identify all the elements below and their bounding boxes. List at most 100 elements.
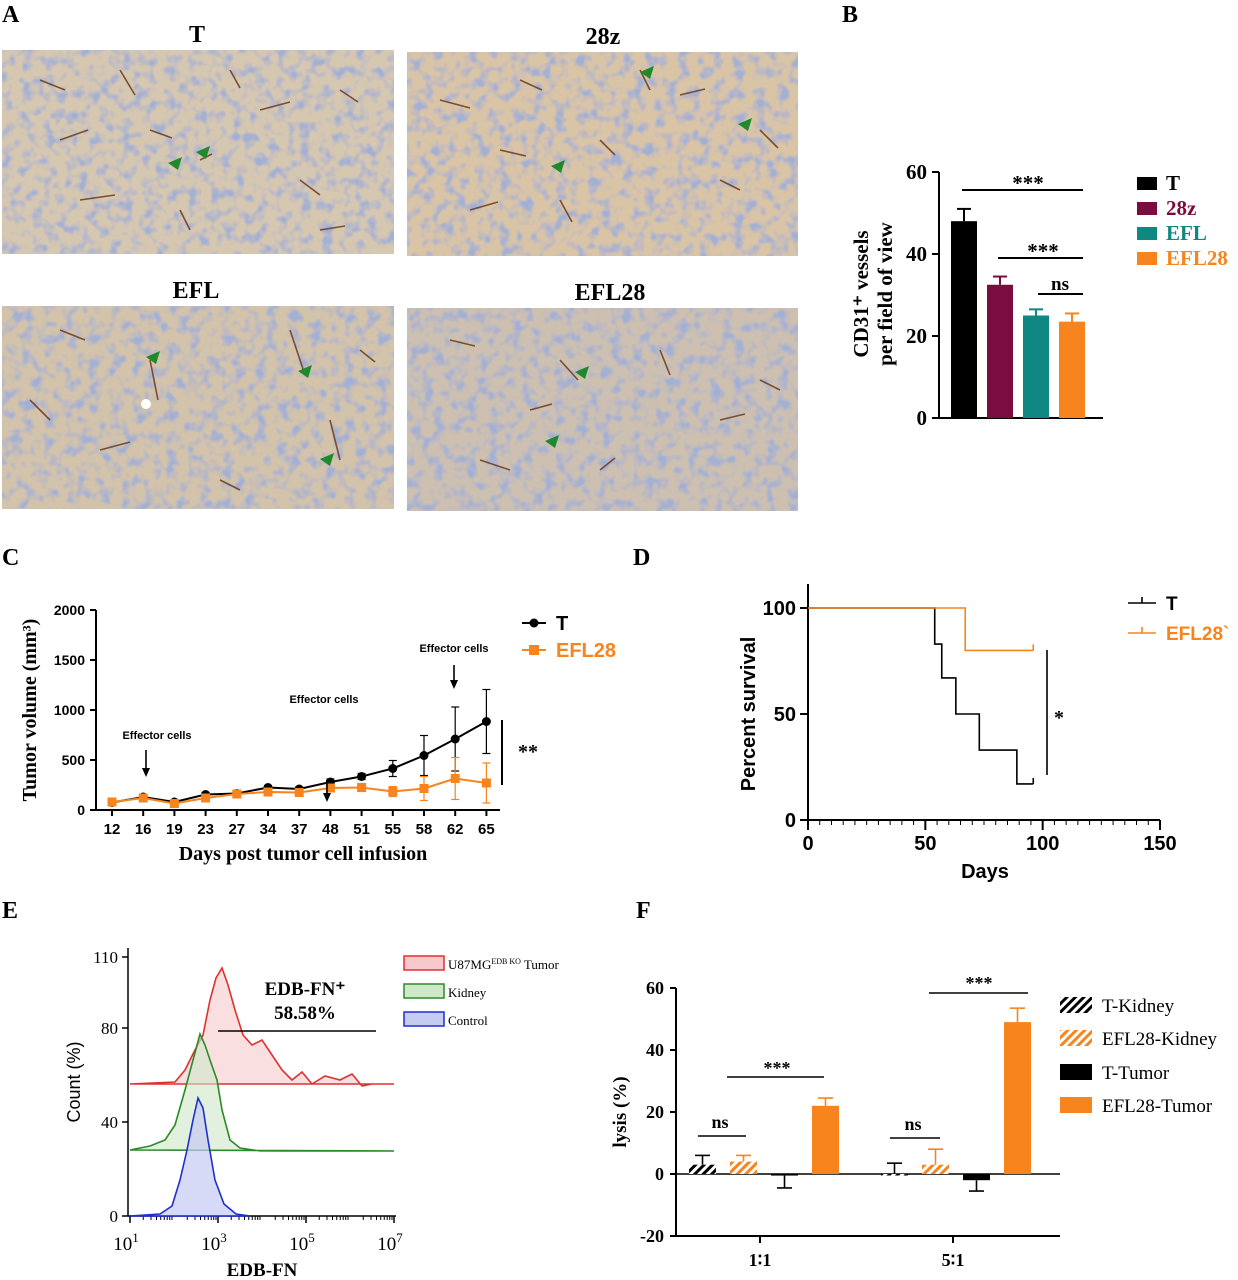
point-t xyxy=(450,734,460,744)
y-tick-label: 2000 xyxy=(54,602,85,618)
x-tick-base: 10 xyxy=(113,1234,132,1255)
y-axis-label-c: Tumor volume (mm³) xyxy=(19,619,41,802)
vessel-stains xyxy=(449,339,781,471)
significance-label: *** xyxy=(1027,239,1059,263)
y-tick-label: 40 xyxy=(101,1113,118,1132)
y-tick-label: 0 xyxy=(785,810,796,832)
vessel-arrow-marker xyxy=(738,118,752,131)
vessel-arrow-marker xyxy=(196,146,210,159)
vessel-stains xyxy=(29,329,376,491)
significance-f: ns *** ns *** xyxy=(698,973,1028,1139)
y-tick-label: 60 xyxy=(646,978,664,998)
bars-b xyxy=(951,207,1085,418)
x-tick-label: 23 xyxy=(197,821,214,838)
bar-t-kidney xyxy=(881,1174,908,1176)
legend-label-28z: 28z xyxy=(1166,196,1196,220)
x-tick-label: 27 xyxy=(228,821,245,838)
legend-label-tumor: U87MGEDB KO Tumor xyxy=(448,957,560,972)
y-tick-label: 500 xyxy=(62,752,86,768)
x-tick-label: 16 xyxy=(135,821,152,838)
x-ticks-c: 12 16 19 23 27 34 37 48 51 55 58 62 65 xyxy=(104,810,495,838)
histology-image-efl28: EFL28 xyxy=(407,280,798,511)
x-tick-base: 10 xyxy=(377,1234,396,1255)
bars-f xyxy=(689,1007,1031,1192)
x-tick-label: 55 xyxy=(384,821,401,838)
y-axis-label-e: Count (%) xyxy=(64,1041,84,1122)
point-efl28 xyxy=(107,797,117,807)
x-tick-exponent: 3 xyxy=(220,1230,227,1245)
effector-arrowhead xyxy=(450,680,458,689)
panel-f: F lysis (%) -20 0 20 40 60 1∶1 5∶1 ns *** ns … xyxy=(610,898,1218,1270)
image-title-efl28: EFL28 xyxy=(575,280,646,306)
point-efl28 xyxy=(450,774,460,783)
legend-label-t-kidney: T-Kidney xyxy=(1102,996,1175,1017)
histology-image-t: T xyxy=(2,22,394,254)
effector-annotations: Effector cells Effector cells Effector c… xyxy=(122,643,489,802)
x-tick-exponent: 7 xyxy=(396,1230,403,1245)
point-efl28 xyxy=(325,783,335,793)
bar-efl xyxy=(1023,315,1049,418)
panel-label-d: D xyxy=(633,545,650,571)
x-axis-label-d: Days xyxy=(961,861,1009,883)
legend-label-efl28-tumor: EFL28-Tumor xyxy=(1102,1096,1213,1117)
x-ticks-d: 0 50 100 150 xyxy=(802,820,1177,855)
x-tick-exponent: 5 xyxy=(308,1230,315,1245)
x-tick-label: 12 xyxy=(104,821,121,838)
legend-swatch-control xyxy=(403,1011,445,1027)
legend-swatch-efl28 xyxy=(1137,252,1157,265)
bar-efl28-tumor xyxy=(812,1105,839,1174)
legend-label-control: Control xyxy=(448,1013,488,1028)
x-tick-label: 105 xyxy=(289,1230,315,1255)
gate-label: EDB-FN⁺ xyxy=(265,979,346,1000)
x-tick-base: 10 xyxy=(289,1234,308,1255)
x-tick-exponent: 1 xyxy=(132,1230,139,1245)
survival-curve-efl28 xyxy=(808,607,1034,652)
bar-t-kidney xyxy=(689,1164,716,1174)
x-tick-label: 5∶1 xyxy=(942,1250,965,1270)
legend-marker-t xyxy=(529,618,539,628)
y-tick-label: 40 xyxy=(906,242,927,266)
histology-tissue xyxy=(2,306,394,509)
y-tick-label: 0 xyxy=(77,802,85,818)
legend-label-t: T xyxy=(556,613,568,635)
significance-label: *** xyxy=(966,973,993,993)
histology-image-28z: 28z xyxy=(407,24,798,256)
significance-label: ns xyxy=(711,1112,728,1132)
legend-label-efl28: EFL28 xyxy=(556,640,616,662)
point-t xyxy=(357,772,367,781)
bar-t-tumor xyxy=(963,1174,990,1181)
bar-t xyxy=(951,221,977,418)
vessel-arrow-marker xyxy=(146,351,160,364)
x-tick-label: 34 xyxy=(260,821,277,838)
vessel-arrow-marker xyxy=(298,365,312,378)
vessel-arrow-marker xyxy=(168,157,182,170)
point-efl28 xyxy=(138,793,148,803)
x-tick-label: 65 xyxy=(478,821,495,838)
y-tick-label: 1500 xyxy=(54,652,85,668)
effector-cells-label: Effector cells xyxy=(122,730,191,742)
legend-label-tumor-tail: Tumor xyxy=(521,957,560,972)
legend-c: T EFL28 xyxy=(522,613,616,662)
legend-b: T 28z EFL EFL28 xyxy=(1137,171,1228,270)
vessel-arrow-marker xyxy=(551,160,565,173)
legend-label-efl28-kidney: EFL28-Kidney xyxy=(1102,1029,1218,1050)
panel-label-f: F xyxy=(636,898,651,924)
y-ticks-d: 0 50 100 xyxy=(763,598,808,832)
legend-swatch-28z xyxy=(1137,202,1157,215)
point-t xyxy=(388,764,398,773)
point-efl28 xyxy=(232,789,242,799)
effector-arrowhead xyxy=(142,768,150,777)
bar-efl28 xyxy=(1059,321,1085,418)
point-efl28 xyxy=(294,788,304,797)
x-axis-label-e: EDB-FN xyxy=(227,1260,298,1280)
y-ticks-e: 0 40 80 110 xyxy=(93,948,128,1226)
legend-e: U87MGEDB KO Tumor Kidney Control xyxy=(403,955,560,1028)
histology-tissue xyxy=(407,308,798,511)
panel-a: A T 28z EFL xyxy=(2,2,798,511)
vessel-arrow-marker xyxy=(545,435,559,448)
y-tick-label: 20 xyxy=(906,324,927,348)
point-efl28 xyxy=(263,787,273,797)
y-axis-label-b-line2: per field of view xyxy=(873,221,897,366)
image-title-t: T xyxy=(189,22,205,48)
histology-image-efl: EFL xyxy=(2,278,394,509)
